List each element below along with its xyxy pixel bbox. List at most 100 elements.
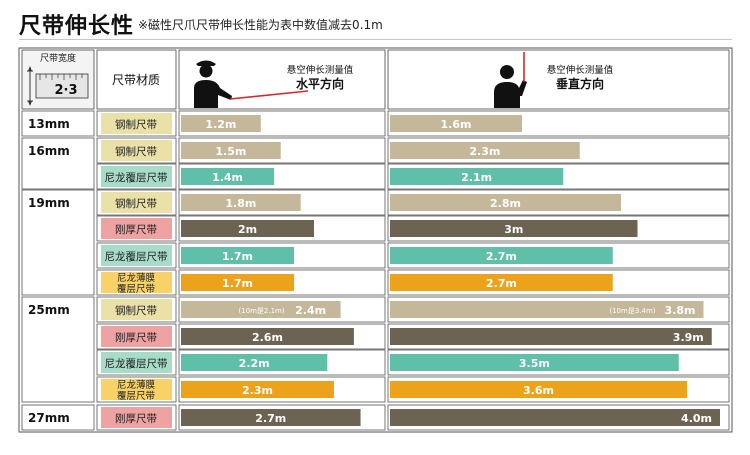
horizontal-bar (181, 354, 328, 371)
width-label: 16mm (28, 144, 70, 158)
page-title: 尺带伸长性 (19, 14, 135, 39)
material-tag (101, 113, 172, 134)
material-label: 尼龙覆层尺带 (105, 250, 168, 263)
width-label: 19mm (28, 196, 70, 210)
material-tag (101, 192, 172, 213)
horizontal-value: 2.4m (295, 304, 326, 317)
material-label: 刚厚尺带 (115, 224, 157, 236)
horizontal-bar (181, 301, 341, 318)
horizontal-note: (10m是2.1m) (238, 307, 284, 315)
vertical-value: 3.9m (673, 331, 704, 344)
horizontal-value: 2.6m (252, 331, 283, 344)
width-group-cell (21, 137, 95, 190)
vertical-value: 2.7m (486, 277, 517, 290)
vertical-value: 1.6m (441, 118, 472, 131)
horizontal-bar (181, 274, 295, 291)
corner-digits: 2·3 (54, 83, 77, 98)
horizontal-bar (181, 194, 301, 211)
material-header: 尺带材质 (112, 73, 160, 87)
width-label: 27mm (28, 411, 70, 425)
vertical-bar (390, 409, 720, 426)
vertical-bar (390, 115, 522, 132)
material-tag (101, 140, 172, 161)
material-label: 尼龙薄膜 (117, 272, 156, 284)
vertical-bar (390, 381, 687, 398)
horizontal-bar (181, 328, 354, 345)
title-divider (19, 39, 732, 40)
material-label: 刚厚尺带 (115, 413, 157, 425)
vertical-bar (390, 354, 679, 371)
vertical-value: 4.0m (681, 412, 712, 425)
vertical-note: (10m是3.4m) (609, 307, 655, 315)
horizontal-value: 2m (238, 223, 257, 236)
material-label: 钢制尺带 (115, 145, 157, 158)
material-tag (101, 299, 172, 320)
horizontal-value: 1.2m (205, 118, 236, 131)
material-tag (101, 407, 172, 428)
horizontal-bar (181, 220, 314, 237)
horizontal-value: 2.2m (239, 357, 270, 370)
table-frame (18, 47, 733, 433)
material-label: 钢制尺带 (115, 304, 157, 317)
horizontal-bar (181, 142, 281, 159)
material-tag (101, 352, 172, 373)
width-group-cell (21, 189, 95, 296)
horizontal-bar (181, 115, 261, 132)
horizontal-value: 1.7m (222, 277, 253, 290)
horizontal-header-line1: 悬空伸长测量值 (287, 64, 354, 76)
material-tag (101, 245, 172, 266)
width-group-cell (21, 110, 95, 137)
person-horizontal-icon (194, 60, 309, 108)
vertical-bar (390, 194, 621, 211)
material-label: 覆层尺带 (117, 391, 156, 402)
width-group-cell (21, 404, 95, 431)
material-label: 钢制尺带 (115, 118, 157, 131)
vertical-value: 3.5m (519, 357, 550, 370)
vertical-bar (390, 168, 564, 185)
horizontal-value: 1.5m (215, 145, 246, 158)
horizontal-bar (181, 381, 334, 398)
vertical-value: 3.6m (523, 384, 554, 397)
vertical-value: 2.1m (461, 171, 492, 184)
person-vertical-icon (494, 52, 527, 108)
horizontal-bar (181, 247, 295, 264)
material-tag (101, 218, 172, 239)
vertical-value: 2.7m (486, 250, 517, 263)
vertical-bar (390, 220, 638, 237)
vertical-bar (390, 328, 712, 345)
width-label: 25mm (28, 303, 70, 317)
material-label: 尼龙覆层尺带 (105, 357, 168, 370)
width-group-cell (21, 296, 95, 403)
horizontal-header-line2: 水平方向 (296, 76, 344, 91)
material-label: 尼龙覆层尺带 (105, 171, 168, 184)
vertical-bar (390, 274, 613, 291)
vertical-bar (390, 247, 613, 264)
material-label: 尼龙薄膜 (117, 379, 156, 391)
page-subtitle: ※磁性尺爪尺带伸长性能为表中数值减去0.1m (138, 18, 383, 32)
width-label: 13mm (28, 117, 70, 131)
material-label: 覆层尺带 (117, 284, 156, 295)
horizontal-value: 1.8m (225, 197, 256, 210)
table-rows: 13mm 16mm 19mm 25mm 27mm 钢制尺带 1.2m 1.6m 钢制尺带 1.5m… (21, 110, 730, 431)
vertical-header-line2: 垂直方向 (556, 76, 604, 91)
material-tag (101, 379, 172, 400)
horizontal-value: 2.7m (255, 412, 286, 425)
vertical-bar (390, 142, 580, 159)
material-tag (101, 272, 172, 293)
horizontal-value: 1.7m (222, 250, 253, 263)
corner-label: 尺带宽度 (40, 52, 76, 64)
vertical-bar (390, 301, 704, 318)
material-tag (101, 326, 172, 347)
material-tag (101, 166, 172, 187)
horizontal-bar (181, 168, 275, 185)
material-header-cell (96, 49, 177, 110)
material-label: 刚厚尺带 (115, 332, 157, 344)
vertical-value: 2.3m (469, 145, 500, 158)
horizontal-bar (181, 409, 361, 426)
material-label: 钢制尺带 (115, 197, 157, 210)
horizontal-value: 1.4m (212, 171, 243, 184)
vertical-header-cell (387, 49, 730, 110)
vertical-value: 2.8m (490, 197, 521, 210)
vertical-value: 3m (504, 223, 523, 236)
